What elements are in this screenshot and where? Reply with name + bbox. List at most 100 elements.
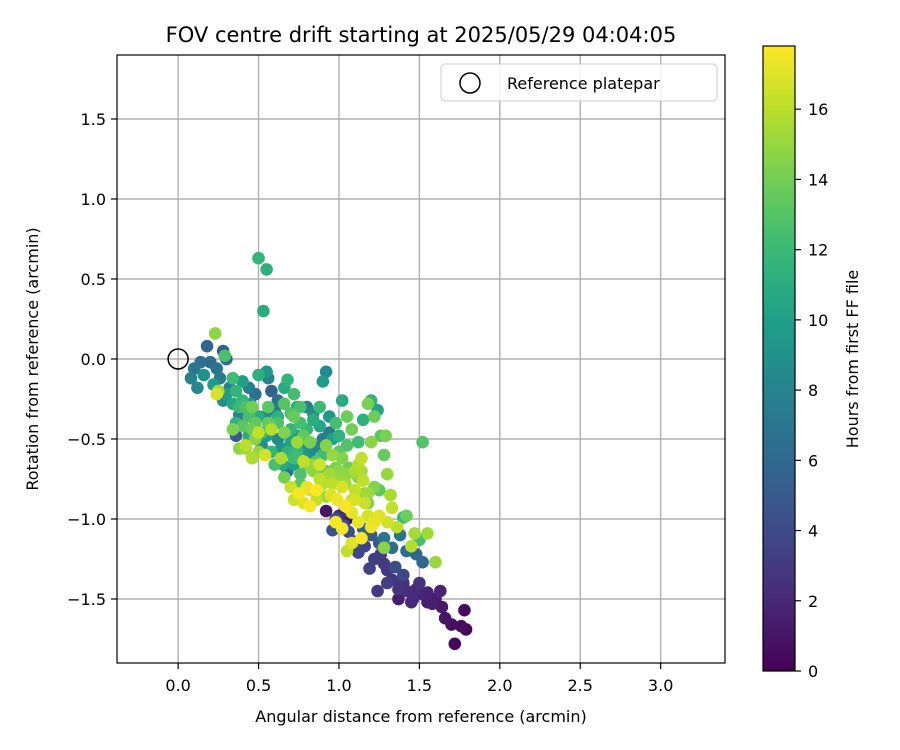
data-point xyxy=(316,375,330,388)
data-point xyxy=(287,410,301,423)
data-point xyxy=(260,263,273,276)
data-point xyxy=(335,394,349,407)
y-axis-label: Rotation from reference (arcmin) xyxy=(23,227,42,490)
legend-label: Reference platepar xyxy=(507,74,660,93)
data-point xyxy=(364,435,378,449)
data-point xyxy=(313,472,326,486)
data-point xyxy=(385,501,399,515)
data-point xyxy=(226,371,240,385)
colorbar-tick-label: 0 xyxy=(808,662,818,681)
data-point xyxy=(356,413,370,427)
data-point xyxy=(277,471,291,484)
y-tick-label: 0.5 xyxy=(81,270,106,289)
data-point xyxy=(184,371,198,385)
data-point xyxy=(438,611,452,625)
x-tick-label: 2.0 xyxy=(487,676,512,695)
data-point xyxy=(245,451,259,465)
data-point xyxy=(371,584,384,598)
data-point xyxy=(265,384,278,398)
data-point xyxy=(210,387,224,401)
data-point xyxy=(351,546,365,559)
data-point xyxy=(329,515,343,529)
data-point xyxy=(252,368,265,382)
data-point xyxy=(351,515,365,529)
data-point xyxy=(392,583,405,596)
data-point xyxy=(297,455,310,468)
data-point xyxy=(332,464,346,478)
x-axis-label: Angular distance from reference (arcmin) xyxy=(255,707,586,726)
data-point xyxy=(348,493,362,507)
data-point xyxy=(252,251,265,265)
data-point xyxy=(368,552,381,566)
data-point xyxy=(191,381,204,395)
data-point xyxy=(392,592,405,606)
colorbar-tick-label: 2 xyxy=(808,592,818,611)
data-point xyxy=(229,384,243,398)
data-points xyxy=(167,251,473,651)
colorbar-tick-label: 8 xyxy=(808,381,818,400)
data-point xyxy=(326,477,339,491)
data-point xyxy=(292,487,306,500)
x-tick-label: 1.0 xyxy=(326,676,351,695)
legend: Reference platepar xyxy=(440,63,718,102)
data-point xyxy=(319,365,333,379)
data-point xyxy=(361,487,375,500)
data-point xyxy=(287,387,301,401)
data-point xyxy=(319,439,333,452)
x-tick-label: 0.5 xyxy=(246,676,271,695)
x-tick-label: 3.0 xyxy=(648,676,673,695)
data-point xyxy=(236,419,249,433)
data-point xyxy=(236,375,249,388)
data-point xyxy=(310,483,323,497)
colorbar-tick-label: 16 xyxy=(808,100,828,119)
data-point xyxy=(303,499,317,513)
colorbar: 0 2 4 6 8 10 12 14 16 Hours from first FF file xyxy=(762,45,862,681)
data-point xyxy=(218,349,232,363)
y-tick-label: −0.5 xyxy=(67,430,106,449)
x-tick-label: 2.5 xyxy=(568,676,593,695)
data-point xyxy=(187,362,201,375)
data-point xyxy=(319,504,333,518)
grid xyxy=(117,55,725,663)
x-tick-label: 1.5 xyxy=(407,676,432,695)
data-point xyxy=(335,451,349,465)
data-point xyxy=(377,531,391,545)
data-point xyxy=(281,373,294,387)
data-point xyxy=(454,619,468,633)
data-point xyxy=(408,527,421,540)
data-point xyxy=(210,362,224,375)
colorbar-tick-label: 10 xyxy=(808,311,828,330)
data-point xyxy=(306,413,320,427)
data-point xyxy=(226,423,240,436)
data-point xyxy=(377,448,391,462)
reference-point-marker xyxy=(167,348,189,370)
data-point xyxy=(355,531,368,545)
data-point xyxy=(380,576,394,590)
data-point xyxy=(252,426,265,439)
data-point xyxy=(397,568,410,582)
data-point xyxy=(258,448,272,462)
data-point xyxy=(434,584,447,598)
colorbar-tick-label: 4 xyxy=(808,522,818,541)
data-point xyxy=(287,451,301,465)
data-point xyxy=(363,562,376,575)
data-point xyxy=(261,400,275,414)
legend-marker xyxy=(459,72,481,94)
data-point xyxy=(303,435,317,449)
axes: 0.0 0.5 1.0 1.5 2.0 2.5 3.0 −1.5 −1.0 −0.5 0.0 0.5 1… xyxy=(67,54,726,695)
data-point xyxy=(405,539,418,553)
data-point xyxy=(277,426,291,439)
data-point xyxy=(355,451,368,465)
colorbar-tick-label: 6 xyxy=(808,451,818,470)
data-point xyxy=(380,467,394,481)
data-point xyxy=(416,435,429,449)
data-point xyxy=(200,339,214,353)
data-point xyxy=(326,448,339,462)
data-point xyxy=(368,410,381,423)
data-point xyxy=(277,397,291,411)
colorbar-tick-label: 14 xyxy=(808,170,828,189)
data-point xyxy=(429,555,442,569)
data-point xyxy=(335,480,349,494)
data-point xyxy=(348,483,362,497)
data-point xyxy=(339,499,352,513)
